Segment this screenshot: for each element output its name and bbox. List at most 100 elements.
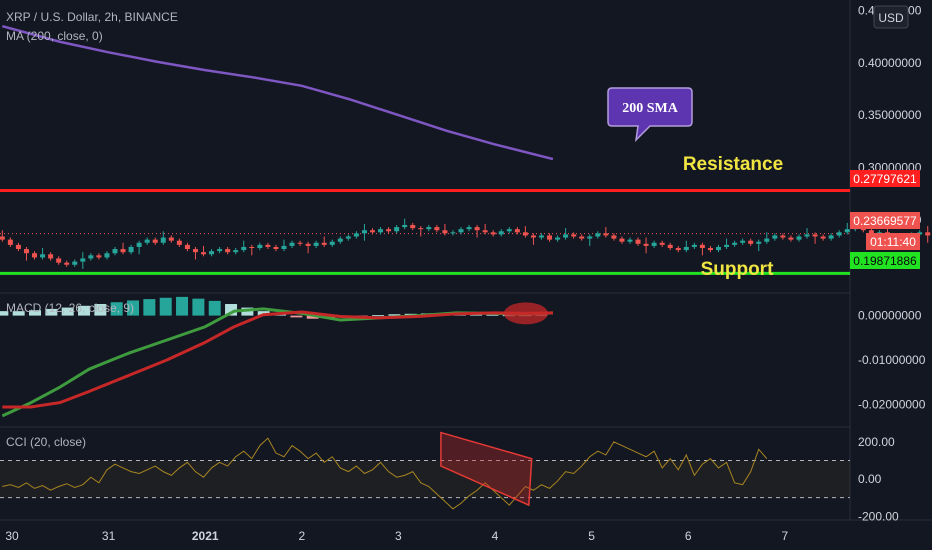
candle-body [88, 255, 94, 259]
macd-histogram-bar [12, 311, 25, 316]
candle-body [321, 242, 327, 245]
candle-body [176, 240, 182, 245]
macd-histogram-bar [94, 304, 107, 316]
sma-200-line [2, 24, 554, 161]
macd-histogram-bar [388, 314, 401, 316]
candle-body [555, 237, 561, 240]
candle-body [820, 236, 826, 239]
last-price-text: 0.23669577 [853, 214, 917, 228]
candle-body [273, 246, 279, 250]
candle-body [80, 258, 86, 262]
macd-tick-label: -0.01000000 [858, 353, 926, 367]
candle-body [23, 249, 29, 254]
time-tick-label: 31 [102, 529, 116, 543]
sma-callout-label: 200 SMA [622, 101, 679, 116]
candle-body [772, 235, 778, 239]
resistance-price-text: 0.27797621 [853, 172, 917, 186]
candle-body [104, 253, 110, 258]
candle-body [442, 230, 448, 234]
candle-body [353, 233, 359, 237]
cci-pane[interactable] [0, 431, 850, 510]
time-tick-label: 5 [588, 529, 595, 543]
candle-body [192, 249, 198, 253]
candle-body [144, 239, 150, 243]
currency-button-label[interactable]: USD [878, 11, 904, 25]
candle-body [756, 241, 762, 244]
cci-tick-label: -200.00 [858, 509, 899, 523]
candle-body [587, 236, 593, 239]
candle-body [691, 244, 697, 247]
candle-body [619, 238, 625, 242]
candle-body [96, 255, 102, 258]
candle-body [233, 250, 239, 253]
macd-tick-label: 0.00000000 [858, 309, 922, 323]
cci-line [2, 437, 768, 510]
candle-body [796, 236, 802, 240]
candle-body [667, 244, 673, 249]
candle-body [490, 232, 496, 235]
candle-body [305, 243, 311, 246]
candle-body [418, 228, 424, 230]
candle-body [780, 235, 786, 238]
cci-tick-label: 0.00 [858, 472, 882, 486]
price-tick-label: 0.40000000 [858, 56, 922, 70]
macd-histogram-bar [208, 300, 221, 316]
candle-body [699, 244, 705, 249]
candle-body [265, 244, 271, 247]
price-pane[interactable] [0, 24, 932, 275]
cci-tick-label: 200.00 [858, 435, 895, 449]
candle-body [112, 249, 118, 254]
candle-body [812, 234, 818, 237]
candle-body [209, 251, 215, 255]
candle-body [136, 242, 142, 247]
candle-body [281, 245, 287, 250]
time-tick-label: 2 [298, 529, 305, 543]
candle-body [716, 246, 722, 251]
currency-button[interactable]: USD [873, 5, 909, 29]
symbol-title: XRP / U.S. Dollar, 2h, BINANCE [6, 10, 178, 24]
candle-body [836, 232, 842, 236]
candle-body [643, 243, 649, 246]
candle-body [241, 246, 247, 251]
macd-histogram-bar [290, 315, 303, 318]
candle-body [732, 242, 738, 245]
support-price-text: 0.19871886 [853, 254, 917, 268]
candle-body [498, 231, 504, 235]
time-tick-label: 6 [685, 529, 692, 543]
candle-body [828, 235, 834, 239]
candle-body [56, 258, 62, 263]
macd-histogram-bar [225, 304, 238, 316]
candle-body [160, 237, 166, 243]
macd-crossover-highlight [503, 302, 548, 325]
macd-histogram-bar [45, 308, 58, 316]
candle-body [120, 249, 126, 253]
candle-body [257, 244, 263, 249]
cci-band-fill [0, 460, 850, 498]
macd-tick-label: -0.02000000 [858, 398, 926, 412]
candle-body [868, 230, 874, 235]
resistance-label: Resistance [683, 154, 783, 175]
candle-body [345, 236, 351, 239]
candle-body [627, 239, 633, 242]
candle-body [15, 244, 21, 250]
candle-body [369, 230, 375, 233]
candle-body [804, 234, 810, 237]
time-tick-label: 7 [781, 529, 788, 543]
candle-body [659, 242, 665, 245]
candle-body [434, 227, 440, 231]
macd-histogram-bar [470, 314, 483, 316]
candle-body [563, 234, 569, 238]
candle-body [764, 238, 770, 242]
sma-callout[interactable]: 200 SMA [607, 87, 693, 143]
candle-body [635, 239, 641, 244]
macd-histogram-bar [0, 311, 9, 316]
time-tick-label: 4 [492, 529, 499, 543]
candle-body [603, 233, 609, 236]
candle-body [522, 232, 528, 236]
time-tick-label: 3 [395, 529, 402, 543]
cci-channel-highlight [440, 431, 533, 507]
candle-body [64, 262, 70, 265]
candle-body [579, 236, 585, 239]
candle-body [0, 236, 5, 240]
macd-pane[interactable] [0, 296, 554, 418]
